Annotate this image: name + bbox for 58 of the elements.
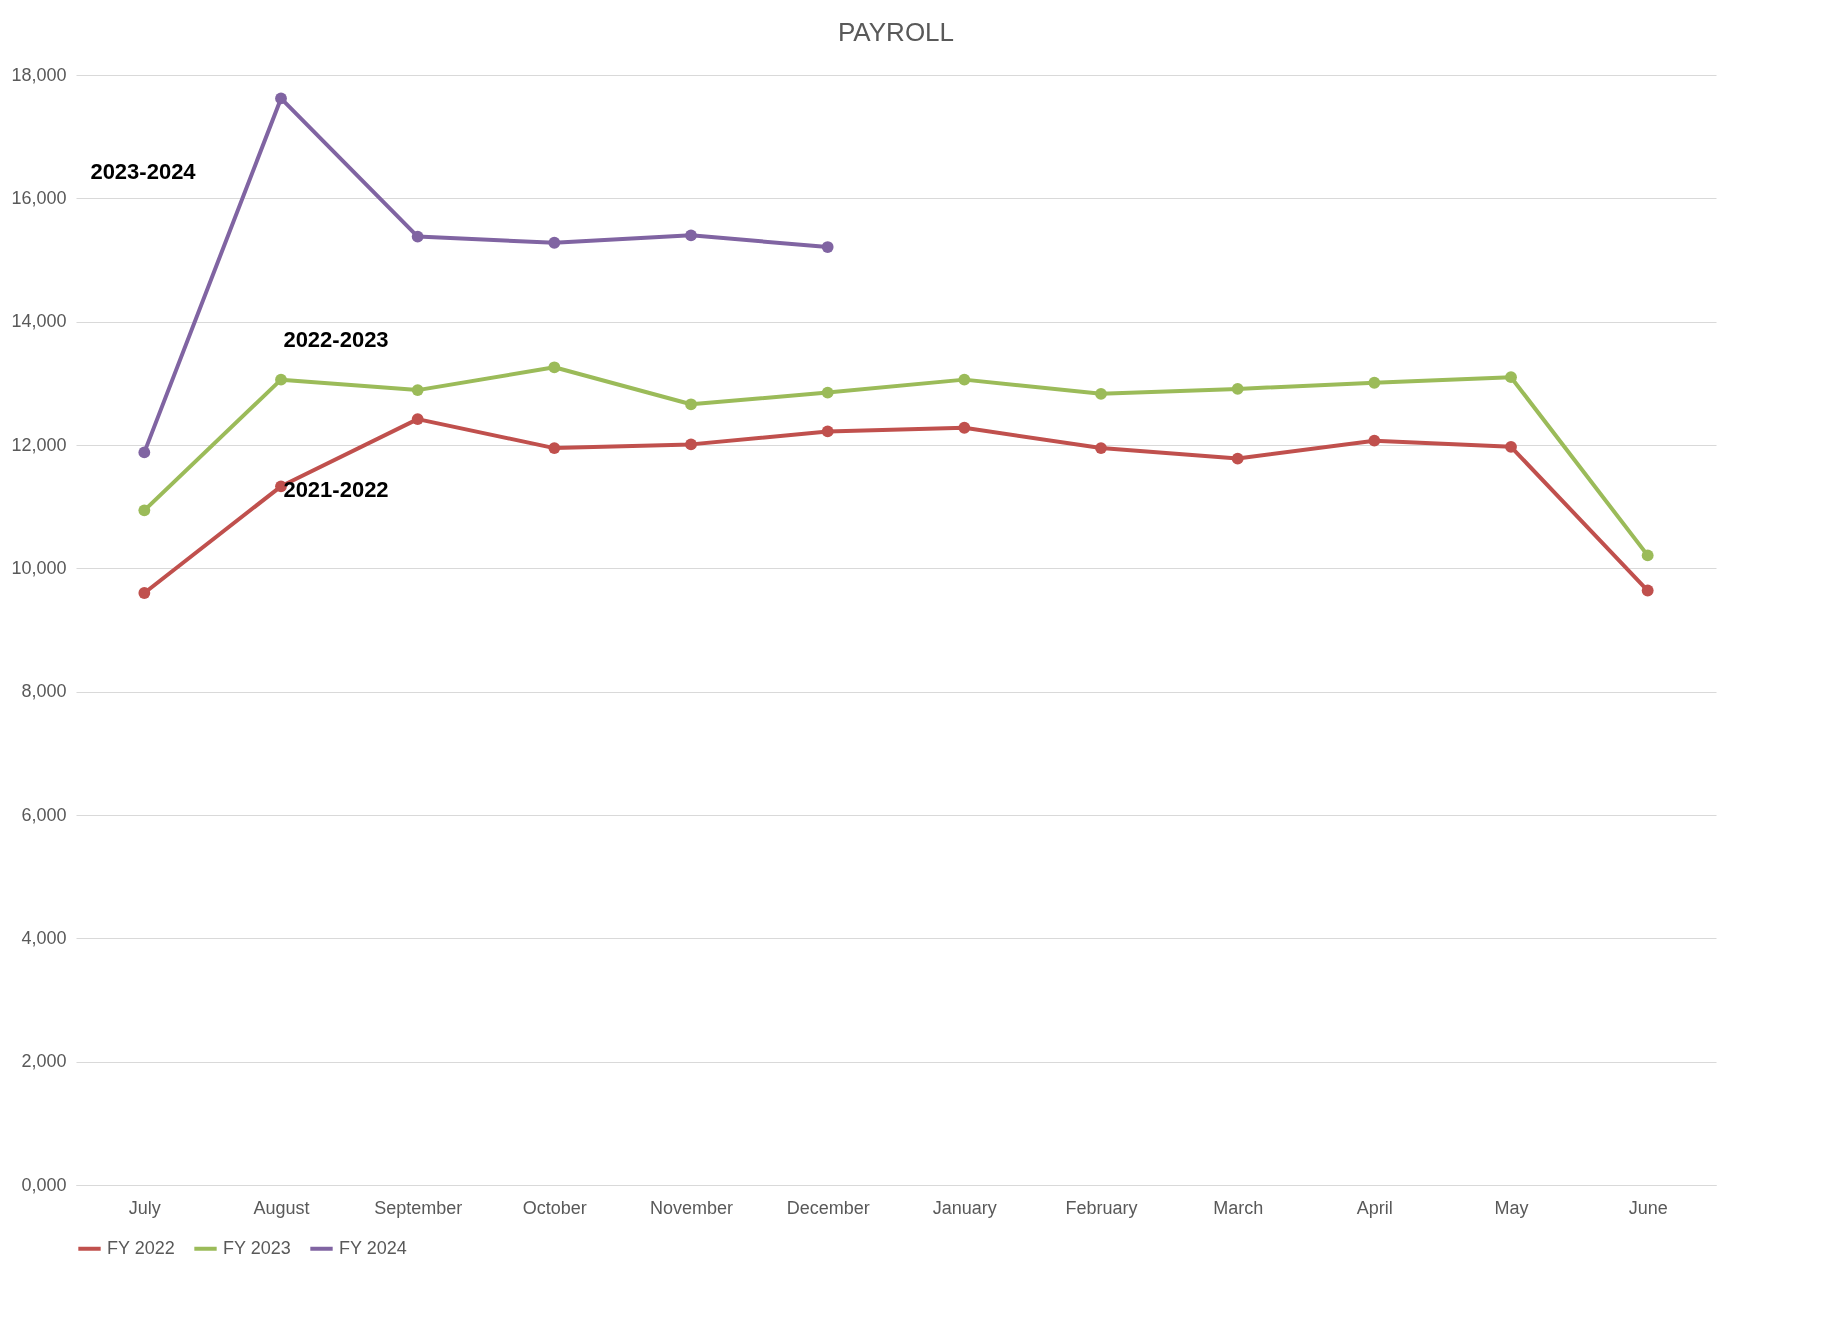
point [1641,549,1654,562]
x-tick-label: April [1356,1197,1393,1218]
x-tick-label: June [1628,1197,1668,1218]
point [821,386,834,399]
point [275,92,287,105]
y-tick-label: 8,000 [21,681,67,702]
point [138,446,151,459]
point [1505,440,1517,453]
x-tick-label: May [1494,1197,1529,1218]
point [1368,376,1381,389]
y-tick-label: 14,000 [11,311,67,332]
point [138,504,151,517]
annotation: 2022-2023 [283,327,389,352]
y-tick-label: 4,000 [21,927,67,948]
y-tick-label: 16,000 [11,187,67,208]
point [411,384,424,397]
annotation: 2021-2022 [283,477,389,502]
chart-title: PAYROLL [837,17,955,47]
point [958,373,971,386]
point [685,398,697,411]
x-tick-label: January [932,1197,997,1218]
point [821,425,834,438]
x-tick-label: December [786,1197,870,1218]
x-tick-label: July [128,1197,161,1218]
point [1505,371,1517,384]
point [1641,584,1654,597]
legend-label: FY 2022 [107,1237,175,1258]
point [821,241,834,253]
y-tick-label: 0,000 [21,1174,67,1195]
legend-label: FY 2023 [223,1237,291,1258]
point [958,421,971,434]
point [1095,387,1107,400]
y-tick-label: 6,000 [21,804,67,825]
y-tick-label: 12,000 [11,434,67,455]
x-tick-label: November [649,1197,734,1218]
point [685,229,697,242]
legend-label: FY 2024 [339,1237,407,1258]
y-tick-label: 2,000 [21,1051,67,1072]
x-tick-label: October [522,1197,587,1218]
point [548,236,561,249]
point [548,361,561,374]
point [685,438,697,451]
point [1231,452,1244,465]
point [1095,442,1107,454]
x-tick-label: September [374,1197,463,1218]
point [275,373,287,386]
x-tick-label: March [1213,1197,1264,1218]
point [1231,382,1244,395]
x-tick-label: February [1065,1197,1138,1218]
annotation: 2023-2024 [90,159,197,184]
x-tick-label: August [253,1197,310,1218]
point [411,413,424,425]
y-tick-label: 10,000 [11,557,67,578]
y-tick-label: 18,000 [11,64,67,85]
point [1368,434,1381,447]
point [548,442,561,454]
point [411,230,424,243]
point [138,587,151,599]
